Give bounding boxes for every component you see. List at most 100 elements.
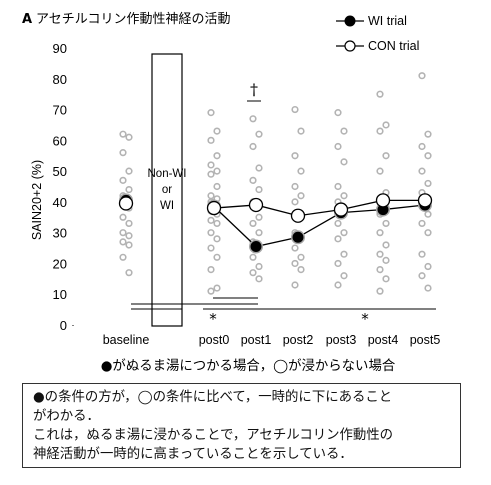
x-tick-label: post5 [410, 333, 441, 347]
individual-point [255, 185, 263, 194]
y-tick-label: 90 [53, 41, 67, 56]
individual-point [207, 216, 215, 224]
individual-point [119, 213, 127, 221]
individual-point [249, 269, 257, 277]
x-tick-label: baseline [103, 333, 150, 347]
individual-point [207, 266, 215, 274]
note-line: 神経活動が一時的に高まっていることを示している． [33, 447, 353, 462]
con-marker [375, 193, 391, 208]
individual-point [424, 179, 432, 188]
dagger-mark: † [250, 80, 258, 99]
individual-point [249, 115, 257, 123]
individual-point [376, 167, 384, 175]
individual-point [382, 275, 390, 283]
individual-point [119, 149, 127, 157]
chart: A アセチルコリン作動性神経の活動 WI trial CON trial SAI… [22, 12, 441, 374]
intervention-box [151, 53, 183, 327]
legend-wi-label: WI trial [368, 14, 407, 28]
individual-point [249, 142, 257, 151]
box-label-line: Non-WI [148, 168, 187, 180]
y-tick-label: 20 [53, 256, 67, 271]
individual-point [249, 176, 257, 184]
x-tick-label: post2 [283, 333, 314, 347]
y-tick-label: 0 [60, 318, 67, 333]
individual-point [291, 281, 299, 289]
individual-point [424, 152, 432, 160]
individual-point [255, 130, 263, 138]
individual-point [207, 287, 215, 295]
y-tick-label: 30 [53, 226, 67, 241]
individual-point [291, 105, 299, 114]
star-mark-2: * [361, 310, 369, 328]
individual-point [424, 262, 432, 271]
series-lines [213, 199, 426, 248]
individual-point [340, 158, 348, 166]
intervention-box-label: Non-WI or WI [148, 168, 187, 212]
individual-point [334, 142, 342, 151]
individual-point [291, 198, 299, 206]
individual-point [334, 281, 342, 289]
y-axis-label: SAIN20+2 (%) [30, 160, 44, 240]
individual-point [291, 152, 299, 160]
individual-point [125, 232, 133, 240]
individual-point [119, 130, 127, 138]
individual-point [297, 192, 305, 200]
individual-point [255, 164, 263, 172]
individual-point [340, 192, 348, 200]
individual-point [207, 244, 215, 252]
individual-point [382, 256, 390, 264]
y-tick-label: 60 [53, 133, 67, 148]
individual-point [418, 142, 426, 151]
individual-point [125, 133, 133, 141]
individual-point [213, 152, 221, 160]
legend: WI trial CON trial [336, 14, 419, 53]
wi-marker [250, 241, 262, 253]
individual-point [297, 253, 305, 261]
individual-point [334, 182, 342, 191]
legend-con-label: CON trial [368, 39, 419, 53]
individual-point [119, 176, 127, 184]
series-markers [118, 193, 433, 254]
x-tick-label: post1 [241, 333, 272, 347]
individual-point [340, 250, 348, 258]
individual-point [424, 284, 432, 292]
individual-point [424, 229, 432, 237]
individual-point [207, 136, 215, 144]
x-tick-label: post4 [368, 333, 399, 347]
y-tick-label: 10 [53, 287, 67, 302]
individual-point [249, 253, 257, 261]
con-marker [333, 202, 349, 217]
individual-point [213, 235, 221, 243]
individual-point [297, 167, 305, 175]
individual-point [291, 182, 299, 191]
individual-point [291, 244, 299, 252]
individual-point [376, 250, 384, 258]
individual-point [207, 192, 215, 200]
individual-point [125, 219, 133, 228]
star-mark-1: * [209, 310, 217, 328]
individual-point [376, 287, 384, 295]
individual-point [125, 167, 133, 175]
note-line: ●の条件の方が，◯の条件に比べて，一時的に下にあること [33, 390, 393, 405]
individual-point [255, 275, 263, 283]
y-tick-label: 40 [53, 195, 67, 210]
individual-point [382, 219, 390, 228]
individual-point [418, 272, 426, 280]
con-marker [417, 193, 433, 208]
individual-point [418, 72, 426, 80]
individual-point [207, 161, 215, 169]
individual-point [297, 266, 305, 274]
individual-point [382, 241, 390, 249]
con-marker [118, 196, 134, 211]
individual-point [213, 167, 221, 175]
individual-point [376, 127, 384, 135]
individual-point [297, 127, 305, 135]
individual-point [340, 272, 348, 280]
individual-point [382, 121, 390, 129]
con-marker [248, 197, 264, 213]
individual-point [418, 250, 426, 258]
x-axis-labels: baseline post0 post1 post2 post3 post4 post5 [103, 333, 441, 347]
y-tick-label: 70 [53, 103, 67, 118]
individual-point [376, 266, 384, 274]
individual-point [119, 229, 127, 237]
